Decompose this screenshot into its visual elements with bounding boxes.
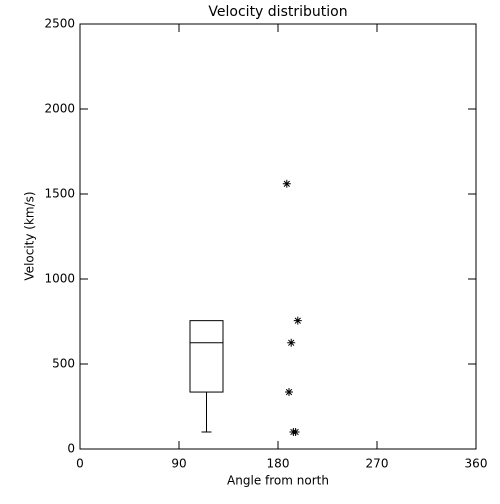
x-tick-label: 180: [267, 457, 290, 471]
outlier-point: [291, 428, 300, 436]
chart-title: Velocity distribution: [208, 4, 347, 20]
y-tick-label: 2500: [44, 17, 75, 31]
outlier-point: [287, 338, 296, 347]
y-tick-label: 1000: [44, 272, 75, 286]
outlier-point: [285, 388, 293, 397]
y-tick-label: 0: [67, 442, 75, 456]
y-tick-label: 1500: [44, 187, 75, 201]
x-tick-label: 90: [171, 457, 186, 471]
x-tick-label: 270: [366, 457, 389, 471]
x-axis-label: Angle from north: [227, 474, 329, 488]
outlier-point: [282, 179, 291, 188]
y-axis-label: Velocity (km/s): [23, 191, 37, 280]
y-tick-label: 500: [52, 357, 75, 371]
x-tick-label: 0: [76, 457, 84, 471]
outlier-point: [293, 316, 302, 325]
x-tick-label: 360: [465, 457, 488, 471]
y-tick-label: 2000: [44, 102, 75, 116]
